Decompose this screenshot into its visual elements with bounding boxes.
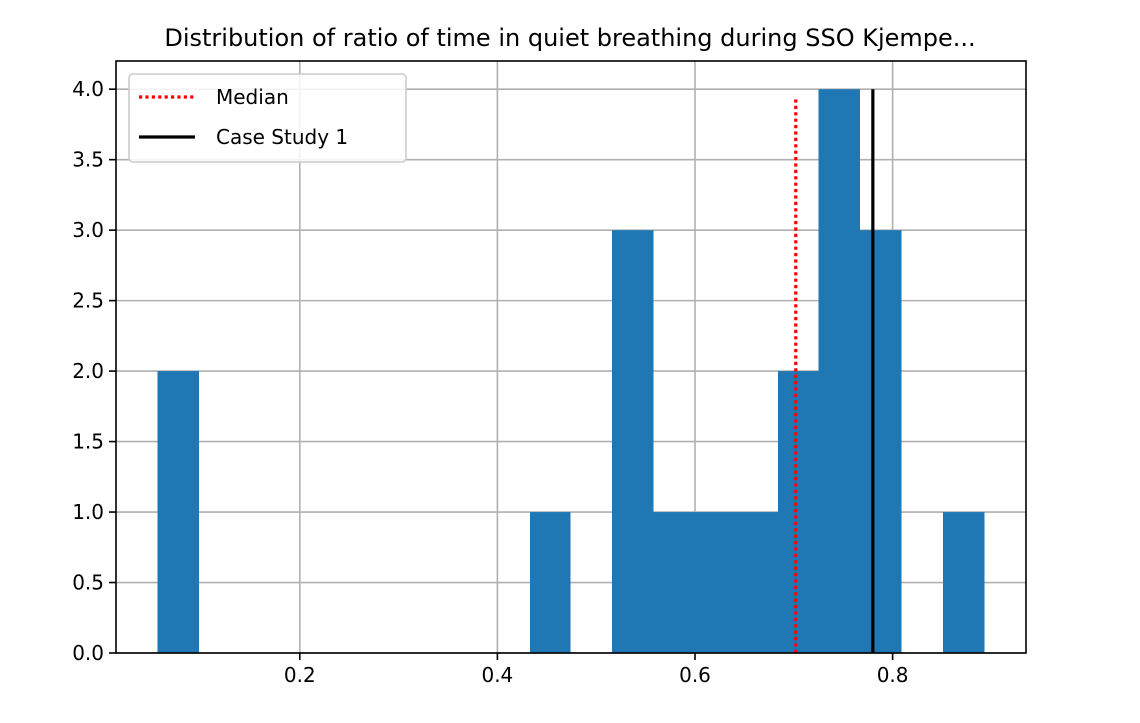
- y-tick-label: 4.0: [72, 77, 104, 101]
- histogram-bar: [612, 230, 654, 653]
- histogram-bar: [818, 89, 861, 653]
- x-tick-label: 0.4: [481, 663, 513, 687]
- legend-label: Case Study 1: [216, 125, 348, 149]
- histogram-bars: [157, 89, 985, 653]
- plot-frame: [115, 60, 1027, 654]
- x-tick-label: 0.8: [877, 663, 909, 687]
- y-tick-label: 1.0: [72, 500, 104, 524]
- y-tick-label: 3.5: [72, 148, 104, 172]
- chart-title: Distribution of ratio of time in quiet b…: [164, 24, 975, 52]
- y-tick-label: 0.5: [72, 571, 104, 595]
- reference-lines: [794, 89, 875, 653]
- y-tick-label: 0.0: [72, 641, 104, 665]
- y-tick-label: 2.5: [72, 289, 104, 313]
- y-tick-label: 1.5: [72, 430, 104, 454]
- y-tick-label: 3.0: [72, 218, 104, 242]
- histogram-bar: [777, 371, 819, 653]
- axis-ticks: 0.2 0.4 0.6 0.8 0.0 0.5 1.0 1.5 2.0 2.5 3.0 3.5 4.0: [72, 77, 908, 687]
- histogram-bar: [157, 371, 199, 653]
- x-tick-label: 0.6: [679, 663, 711, 687]
- histogram-bar: [529, 512, 571, 653]
- legend: Median Case Study 1: [128, 73, 407, 163]
- legend-label: Median: [216, 85, 289, 109]
- histogram-bar: [736, 512, 778, 653]
- y-tick-label: 2.0: [72, 359, 104, 383]
- histogram-bar: [860, 230, 902, 653]
- histogram-bar: [695, 512, 737, 653]
- histogram-bar: [943, 512, 985, 653]
- x-tick-label: 0.2: [284, 663, 316, 687]
- histogram-bar: [653, 512, 696, 653]
- legend-box: [128, 73, 407, 163]
